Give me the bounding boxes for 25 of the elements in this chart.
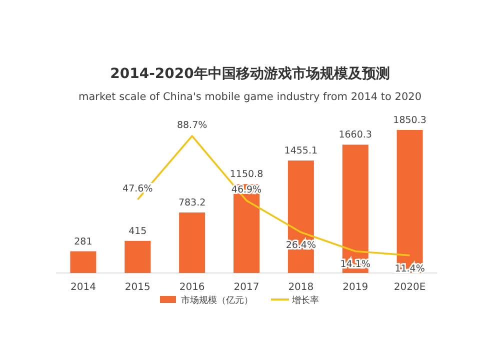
x-tick-label: 2018 <box>288 282 314 293</box>
data-label: 1150.8 <box>230 169 264 180</box>
data-label: 281 <box>74 236 92 248</box>
data-label: 783.2 <box>178 197 206 208</box>
bar <box>70 251 96 273</box>
x-tick-label: 2020E <box>394 282 426 293</box>
bar <box>396 130 423 273</box>
chart-subtitle: market scale of China's mobile game industry from 2014 to 2020 <box>78 91 422 103</box>
chart-title: 2014-2020年中国移动游戏市场规模及预测 <box>110 65 390 82</box>
data-label: 415 <box>128 226 147 237</box>
x-tick-label: 2014 <box>70 282 96 293</box>
bar <box>342 144 368 273</box>
legend-label: 市场规模（亿元） <box>181 295 253 306</box>
data-label: 88.7% <box>176 120 208 131</box>
x-tick-label: 2017 <box>234 282 260 293</box>
data-label: 1455.1 <box>284 146 318 157</box>
bar <box>179 212 206 273</box>
legend-label: 增长率 <box>291 295 319 306</box>
bar <box>288 160 314 273</box>
data-label: 1850.3 <box>393 115 426 126</box>
bar <box>124 240 151 273</box>
x-tick-label: 2016 <box>179 282 205 293</box>
x-tick-label: 2019 <box>342 282 368 293</box>
data-label: 1660.3 <box>338 130 372 141</box>
x-tick-label: 2015 <box>124 282 150 293</box>
